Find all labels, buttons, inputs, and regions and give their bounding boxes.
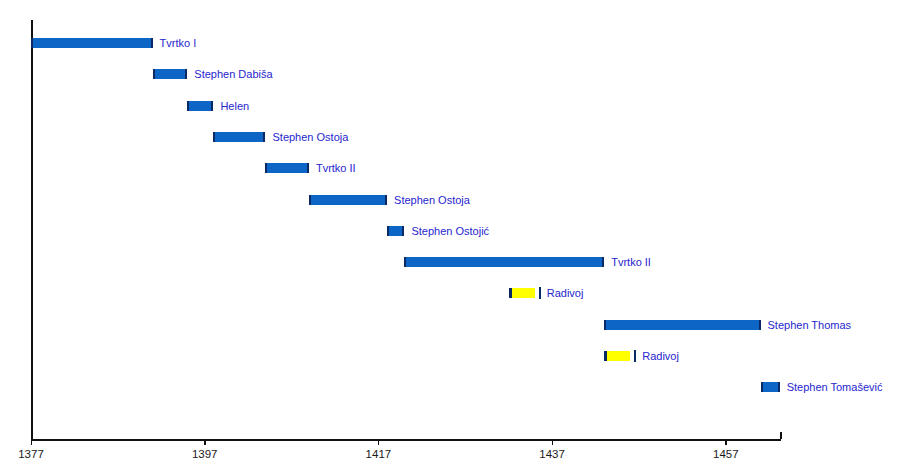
timeline-bar-label[interactable]: Tvrtko I (160, 36, 197, 50)
x-axis-tick-label: 1437 (539, 448, 565, 460)
bar-end-tick (539, 287, 541, 299)
timeline-bar-label[interactable]: Stephen Ostojić (411, 224, 489, 238)
timeline-bar-label[interactable]: Radivoj (547, 286, 584, 300)
bar-end-tick (634, 350, 636, 362)
timeline-bar-label[interactable]: Stephen Tomašević (787, 380, 883, 394)
x-axis-tick-label: 1417 (366, 448, 392, 460)
x-axis-tick (31, 440, 33, 445)
timeline-bar-label[interactable]: Radivoj (642, 349, 679, 363)
bosnian-monarchs-timeline-chart: Tvrtko I Stephen Dabiša Helen Stephen Ostoj… (0, 0, 900, 470)
x-axis-tick (378, 440, 380, 445)
timeline-bar[interactable] (761, 382, 780, 392)
x-axis-tick-label: 1377 (18, 448, 44, 460)
timeline-bar[interactable] (509, 288, 535, 298)
timeline-bar-label[interactable]: Tvrtko II (611, 255, 651, 269)
x-axis-tick-label: 1457 (713, 448, 739, 460)
timeline-bar-label[interactable]: Stephen Dabiša (194, 67, 272, 81)
x-axis-end-tick (780, 432, 782, 439)
timeline-bar-label[interactable]: Stephen Thomas (768, 318, 852, 332)
x-axis-tick (552, 440, 554, 445)
timeline-bar-label[interactable]: Helen (220, 99, 249, 113)
timeline-bar[interactable] (309, 195, 387, 205)
timeline-bar[interactable] (31, 38, 153, 48)
timeline-bar[interactable] (387, 226, 404, 236)
timeline-bar-label[interactable]: Stephen Ostoja (394, 193, 470, 207)
y-axis-line (31, 20, 33, 439)
timeline-bar[interactable] (604, 351, 630, 361)
timeline-bar-label[interactable]: Stephen Ostoja (272, 130, 348, 144)
timeline-bar-label[interactable]: Tvrtko II (316, 161, 356, 175)
timeline-bar[interactable] (404, 257, 604, 267)
timeline-bar[interactable] (153, 69, 188, 79)
x-axis-tick (204, 440, 206, 445)
x-axis-tick (725, 440, 727, 445)
timeline-bar[interactable] (187, 101, 213, 111)
x-axis-line (31, 439, 781, 441)
timeline-bar[interactable] (604, 320, 760, 330)
timeline-bar[interactable] (213, 132, 265, 142)
x-axis-tick-label: 1397 (192, 448, 218, 460)
timeline-bar[interactable] (265, 163, 308, 173)
